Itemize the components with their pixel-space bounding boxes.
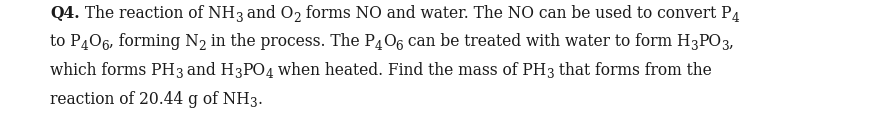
Text: The reaction of NH: The reaction of NH xyxy=(80,5,235,22)
Text: 6: 6 xyxy=(396,40,403,53)
Text: 4: 4 xyxy=(81,40,88,53)
Text: and H: and H xyxy=(182,62,235,79)
Text: PO: PO xyxy=(242,62,265,79)
Text: and O: and O xyxy=(242,5,293,22)
Text: O: O xyxy=(382,34,396,51)
Text: 3: 3 xyxy=(250,97,257,110)
Text: 4: 4 xyxy=(375,40,382,53)
Text: 3: 3 xyxy=(235,12,242,25)
Text: , forming N: , forming N xyxy=(108,34,198,51)
Text: PO: PO xyxy=(698,34,721,51)
Text: 3: 3 xyxy=(691,40,698,53)
Text: 3: 3 xyxy=(546,68,554,82)
Text: ,: , xyxy=(729,34,733,51)
Text: 3: 3 xyxy=(721,40,729,53)
Text: 3: 3 xyxy=(235,68,242,82)
Text: to P: to P xyxy=(50,34,81,51)
Text: when heated. Find the mass of PH: when heated. Find the mass of PH xyxy=(273,62,546,79)
Text: which forms PH: which forms PH xyxy=(50,62,175,79)
Text: 2: 2 xyxy=(293,12,301,25)
Text: 4: 4 xyxy=(732,12,740,25)
Text: Q4.: Q4. xyxy=(50,5,80,22)
Text: O: O xyxy=(88,34,101,51)
Text: .: . xyxy=(257,91,262,107)
Text: 4: 4 xyxy=(265,68,273,82)
Text: reaction of 20.44 g of NH: reaction of 20.44 g of NH xyxy=(50,91,250,107)
Text: 6: 6 xyxy=(101,40,108,53)
Text: forms NO and water. The NO can be used to convert P: forms NO and water. The NO can be used t… xyxy=(301,5,732,22)
Text: can be treated with water to form H: can be treated with water to form H xyxy=(403,34,691,51)
Text: in the process. The P: in the process. The P xyxy=(206,34,375,51)
Text: that forms from the: that forms from the xyxy=(554,62,711,79)
Text: 3: 3 xyxy=(175,68,182,82)
Text: 2: 2 xyxy=(198,40,206,53)
